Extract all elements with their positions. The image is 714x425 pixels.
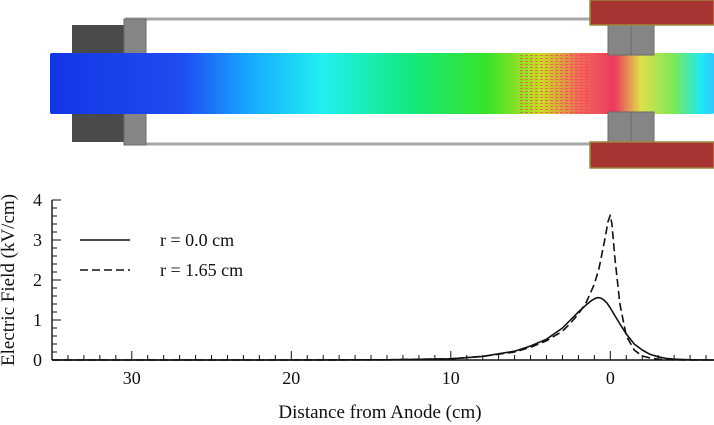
x-tick-label: 30: [123, 368, 141, 388]
chart-series: [52, 214, 714, 361]
series-line-r-0-0: [52, 296, 714, 361]
anode-plate-bottom: [589, 141, 714, 169]
y-axis-label: Electric Field (kV/cm): [0, 194, 19, 366]
cathode-block-top: [72, 25, 128, 55]
cathode-insulator-bottom: [123, 111, 147, 146]
legend-label: r = 0.0 cm: [160, 230, 234, 250]
field-chart: 30 20 10 0 0 1 2 3 4 r = 0.0 cm r = 1.65 cm Dista…: [0, 190, 714, 423]
y-tick-label: 4: [33, 190, 42, 210]
y-tick-label: 0: [33, 350, 42, 370]
cathode-insulator-top: [123, 18, 147, 56]
x-axis-label: Distance from Anode (cm): [278, 402, 481, 423]
field-map-hotspot: [520, 54, 590, 113]
x-tick-label: 0: [606, 368, 615, 388]
y-tick-label: 3: [33, 230, 42, 250]
y-tick-label: 2: [33, 270, 42, 290]
y-tick-label: 1: [33, 310, 42, 330]
cathode-block-bottom: [72, 112, 128, 142]
legend-label: r = 1.65 cm: [160, 260, 243, 280]
field-map-beam: [50, 53, 714, 114]
chart-legend: r = 0.0 cm r = 1.65 cm: [80, 230, 243, 280]
x-tick-label: 20: [282, 368, 300, 388]
series-line-r-1-65: [52, 214, 714, 361]
anode-plate-top: [589, 0, 714, 26]
device-diagram: [50, 0, 714, 169]
x-tick-label: 10: [442, 368, 460, 388]
